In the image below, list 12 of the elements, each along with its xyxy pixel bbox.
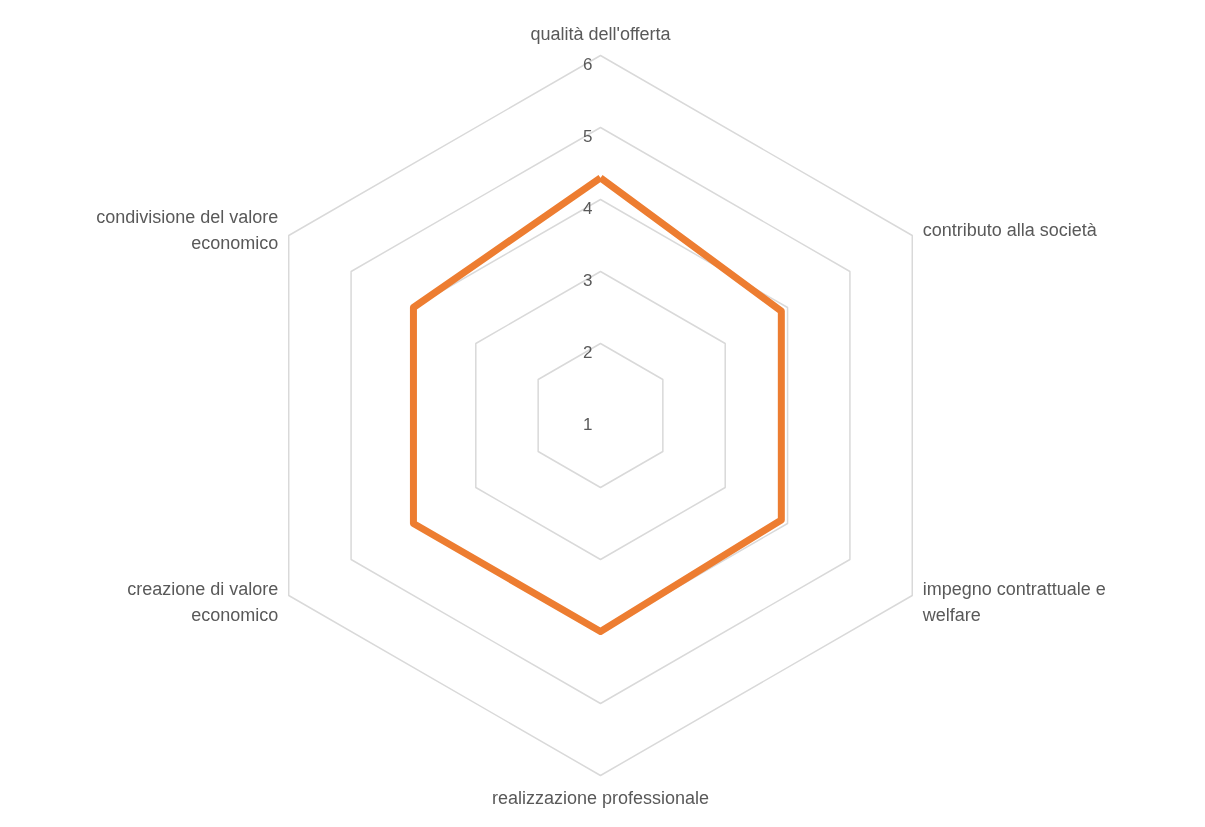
y-tick-label: 6 bbox=[583, 54, 593, 74]
spoke-label: impegno contrattuale e welfare bbox=[921, 578, 1106, 625]
y-tick-label: 5 bbox=[583, 126, 593, 146]
spoke-label: creazione di valore economico bbox=[127, 578, 279, 625]
spoke-label: condivisione del valore economico bbox=[96, 206, 279, 253]
y-tick-label: 4 bbox=[583, 198, 593, 218]
y-tick-label: 3 bbox=[583, 270, 593, 290]
spoke-label: realizzazione professionale bbox=[491, 787, 710, 808]
y-tick-label: 1 bbox=[583, 414, 593, 434]
spoke-label: qualità dell'offerta bbox=[530, 23, 672, 44]
spoke-label: contributo alla società bbox=[922, 219, 1098, 240]
y-tick-label: 2 bbox=[583, 342, 593, 362]
